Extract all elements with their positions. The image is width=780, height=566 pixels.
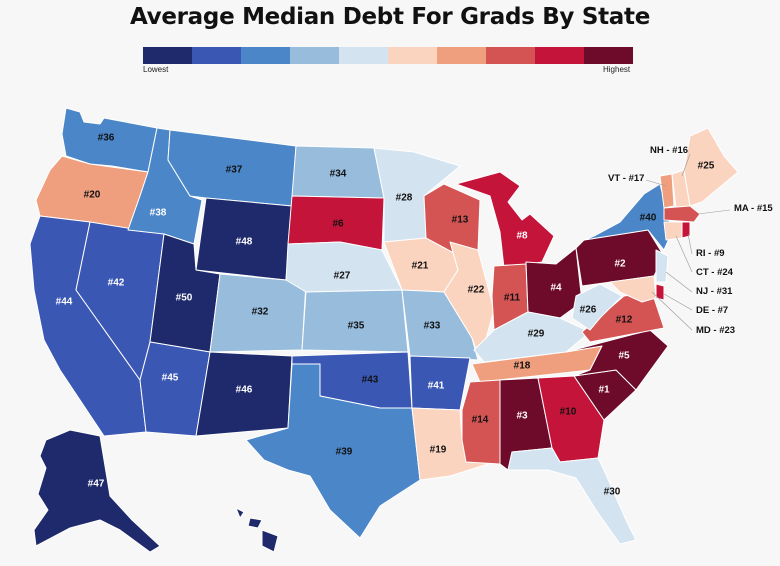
label-id: #38 <box>150 208 167 219</box>
label-tx: #39 <box>336 447 353 458</box>
state-ne[interactable] <box>285 241 403 293</box>
legend-swatch-5 <box>339 47 388 64</box>
label-al: #3 <box>516 411 528 422</box>
callout-line-ma <box>697 209 731 215</box>
legend-high-label: Highest <box>603 65 631 74</box>
callout-de: DE - #7 <box>696 305 729 316</box>
callout-vt: VT - #17 <box>608 173 645 184</box>
callout-ri: RI - #9 <box>696 248 725 259</box>
state-ak[interactable] <box>33 429 161 553</box>
legend-swatch-10 <box>584 47 633 64</box>
label-la: #19 <box>430 445 447 456</box>
label-tn: #18 <box>514 361 531 372</box>
label-ak: #47 <box>88 479 105 490</box>
label-nd: #34 <box>330 169 347 180</box>
label-wv: #26 <box>580 305 597 316</box>
state-ma[interactable] <box>663 205 701 223</box>
label-in: #11 <box>504 293 521 304</box>
label-ut: #50 <box>176 293 193 304</box>
label-ny: #40 <box>640 213 657 224</box>
label-nv: #42 <box>108 278 125 289</box>
label-ms: #14 <box>472 415 489 426</box>
state-fl[interactable] <box>507 447 637 545</box>
label-fl: #30 <box>604 487 621 498</box>
label-ne: #27 <box>334 271 351 282</box>
state-vt[interactable] <box>659 173 675 209</box>
state-de[interactable] <box>655 283 665 301</box>
label-mo: #33 <box>424 321 441 332</box>
state-md[interactable] <box>609 275 657 303</box>
legend-swatch-7 <box>437 47 486 64</box>
label-sc: #1 <box>598 385 610 396</box>
label-oh: #4 <box>550 283 562 294</box>
state-tx[interactable] <box>245 363 421 539</box>
callout-line-md <box>651 291 693 331</box>
callout-line-ct <box>675 235 693 273</box>
callout-line-ri <box>687 233 693 255</box>
legend-swatch-9 <box>535 47 584 64</box>
callout-line-nh <box>681 153 691 177</box>
label-mi: #8 <box>516 231 528 242</box>
label-mt: #37 <box>226 165 243 176</box>
label-me: #25 <box>698 161 715 172</box>
state-mi[interactable] <box>455 171 555 269</box>
label-pa: #2 <box>614 259 626 270</box>
callout-nh: NH - #16 <box>650 145 689 156</box>
label-mn: #28 <box>396 193 413 204</box>
state-az[interactable] <box>139 341 211 437</box>
legend-swatch-4 <box>290 47 339 64</box>
callout-nj: NJ - #31 <box>696 286 733 297</box>
label-ks: #35 <box>348 321 365 332</box>
state-ct[interactable] <box>663 221 683 241</box>
state-nj[interactable] <box>655 249 669 283</box>
state-hi[interactable] <box>235 507 279 553</box>
label-wa: #36 <box>98 133 115 144</box>
label-il: #22 <box>468 285 485 296</box>
label-or: #20 <box>84 190 101 201</box>
legend-swatch-8 <box>486 47 535 64</box>
label-nc: #5 <box>618 351 630 362</box>
map-title: Average Median Debt For Grads By State <box>129 4 651 30</box>
callout-line-nj <box>665 271 693 293</box>
legend-swatch-6 <box>388 47 437 64</box>
label-ga: #10 <box>560 407 577 418</box>
label-wi: #13 <box>452 215 469 226</box>
legend-swatch-1 <box>143 47 192 64</box>
callout-md: MD - #23 <box>696 325 736 336</box>
state-va[interactable] <box>581 291 665 343</box>
label-ky: #29 <box>528 329 545 340</box>
legend-swatch-2 <box>192 47 241 64</box>
label-va: #12 <box>616 315 633 326</box>
legend-low-label: Lowest <box>143 65 169 74</box>
state-me[interactable] <box>683 127 739 207</box>
label-az: #45 <box>162 373 179 384</box>
label-nm: #46 <box>236 385 253 396</box>
legend-swatch-3 <box>241 47 290 64</box>
label-wy: #48 <box>236 237 253 248</box>
callout-line-vt <box>645 179 667 187</box>
label-sd: #6 <box>332 219 344 230</box>
label-ok: #43 <box>362 375 379 386</box>
state-nc[interactable] <box>565 329 669 391</box>
color-legend <box>143 47 633 64</box>
label-ia: #21 <box>412 261 429 272</box>
label-co: #32 <box>252 307 269 318</box>
callout-ma: MA - #15 <box>734 203 773 214</box>
callout-ct: CT - #24 <box>696 267 733 278</box>
callout-line-de <box>663 293 693 311</box>
label-ar: #41 <box>428 381 445 392</box>
state-ri[interactable] <box>681 221 691 239</box>
label-ca: #44 <box>56 297 73 308</box>
